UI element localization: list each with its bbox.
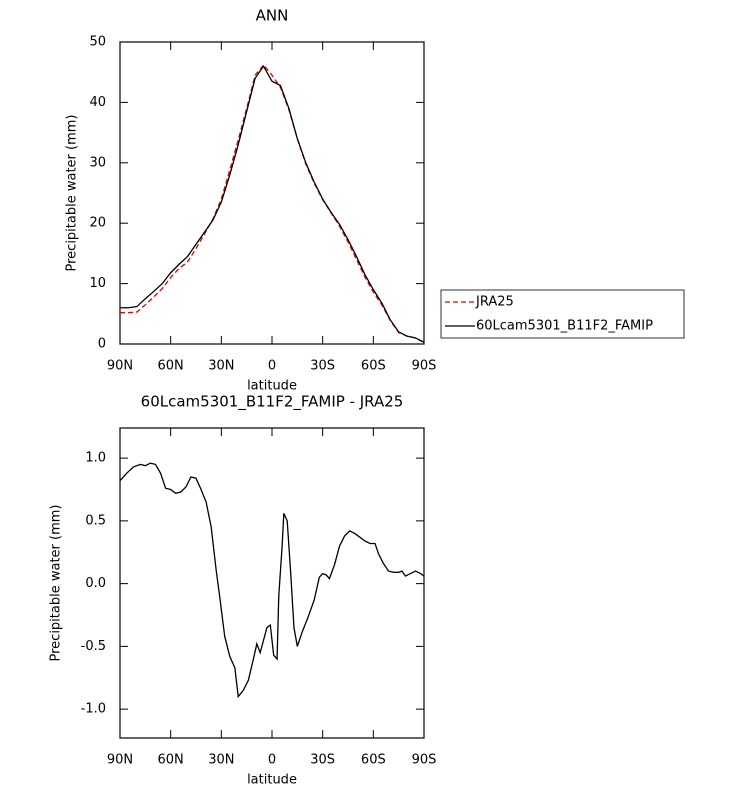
y-tick-label: 0.5 bbox=[85, 513, 106, 528]
x-tick-label: 30N bbox=[208, 753, 234, 768]
y-tick-label: 50 bbox=[89, 35, 106, 50]
x-tick-label: 90N bbox=[107, 753, 133, 768]
x-tick-label: 30N bbox=[208, 359, 234, 374]
y-tick-label: -0.5 bbox=[81, 639, 106, 654]
y-tick-label: 10 bbox=[89, 276, 106, 291]
x-tick-label: 60N bbox=[158, 359, 184, 374]
y-tick-label: 0 bbox=[98, 337, 106, 352]
y-tick-label: 20 bbox=[89, 216, 106, 231]
y-tick-label: 40 bbox=[89, 95, 106, 110]
y-tick-label: 30 bbox=[89, 155, 106, 170]
x-axis-label: latitude bbox=[247, 773, 297, 788]
data-line bbox=[120, 63, 425, 344]
data-line bbox=[120, 64, 425, 343]
x-tick-label: 30S bbox=[310, 753, 335, 768]
y-tick-label: 1.0 bbox=[85, 451, 106, 466]
x-tick-label: 90S bbox=[412, 753, 437, 768]
y-axis-label: Precipitable water (mm) bbox=[49, 505, 64, 662]
x-tick-label: 30S bbox=[310, 359, 335, 374]
chart-title: ANN bbox=[256, 7, 289, 25]
legend-label: 60Lcam5301_B11F2_FAMIP bbox=[476, 319, 653, 334]
data-line bbox=[119, 462, 425, 699]
legend-box bbox=[440, 289, 685, 339]
x-tick-label: 0 bbox=[268, 753, 276, 768]
x-tick-label: 60S bbox=[361, 753, 386, 768]
x-tick-label: 90S bbox=[412, 359, 437, 374]
chart-title: 60Lcam5301_B11F2_FAMIP - JRA25 bbox=[141, 393, 404, 412]
x-tick-label: 60N bbox=[158, 753, 184, 768]
y-tick-label: -1.0 bbox=[81, 702, 106, 717]
plot-frame bbox=[119, 427, 425, 739]
x-tick-label: 90N bbox=[107, 359, 133, 374]
y-tick-label: 0.0 bbox=[85, 576, 106, 591]
y-axis-label: Precipitable water (mm) bbox=[65, 115, 80, 272]
x-tick-label: 60S bbox=[361, 359, 386, 374]
legend-label: JRA25 bbox=[475, 295, 514, 310]
x-tick-label: 0 bbox=[268, 359, 276, 374]
x-axis-label: latitude bbox=[247, 379, 297, 394]
